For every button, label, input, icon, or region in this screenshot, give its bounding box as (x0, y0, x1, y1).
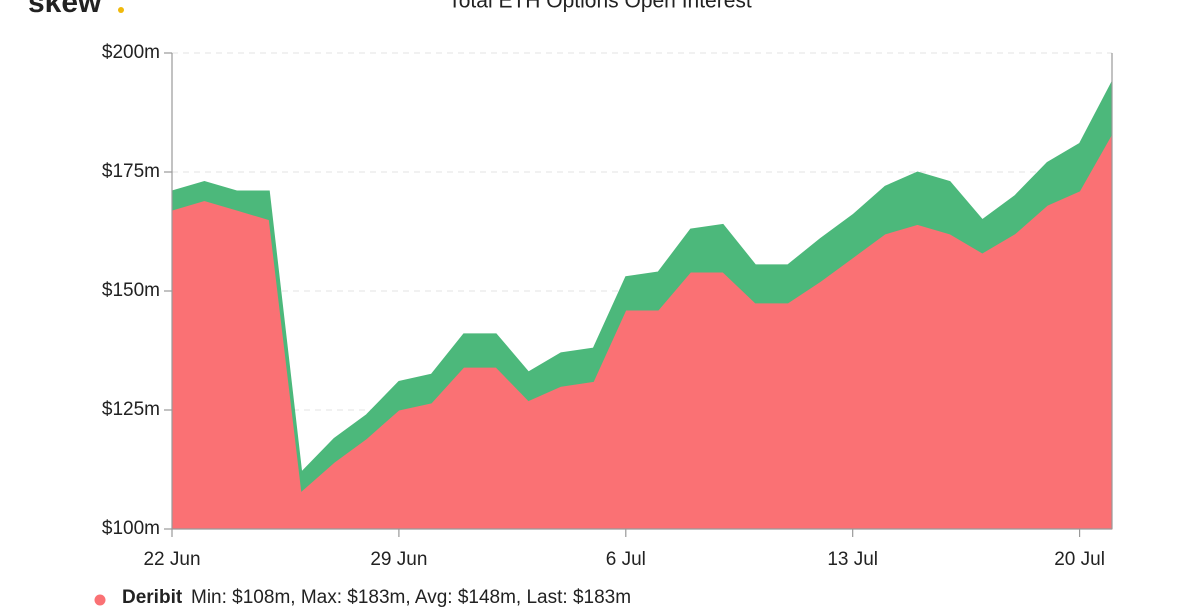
y-tick-label: $200m (102, 42, 160, 63)
legend-summary: Min: $108m, Max: $183m, Avg: $148m, Last… (191, 587, 631, 608)
logo-dot (118, 7, 124, 13)
y-tick-label: $175m (102, 161, 160, 182)
y-tick-label: $125m (102, 399, 160, 420)
y-tick-label: $100m (102, 518, 160, 539)
x-tick-label: 22 Jun (143, 549, 200, 570)
x-tick-label: 20 Jul (1054, 549, 1105, 570)
x-tick-label: 6 Jul (606, 549, 646, 570)
x-tick-label: 29 Jun (370, 549, 427, 570)
chart-title: Total ETH Options Open Interest (448, 0, 752, 13)
logo: skew (28, 0, 102, 19)
legend-label: Deribit (122, 587, 183, 608)
plot-area: $100m $125m $150m $175m $200m 22 Jun 29 Jun 6 J… (102, 42, 1113, 570)
x-tick-label: 13 Jul (827, 549, 878, 570)
y-tick-label: $150m (102, 280, 160, 301)
legend-marker (94, 594, 106, 606)
